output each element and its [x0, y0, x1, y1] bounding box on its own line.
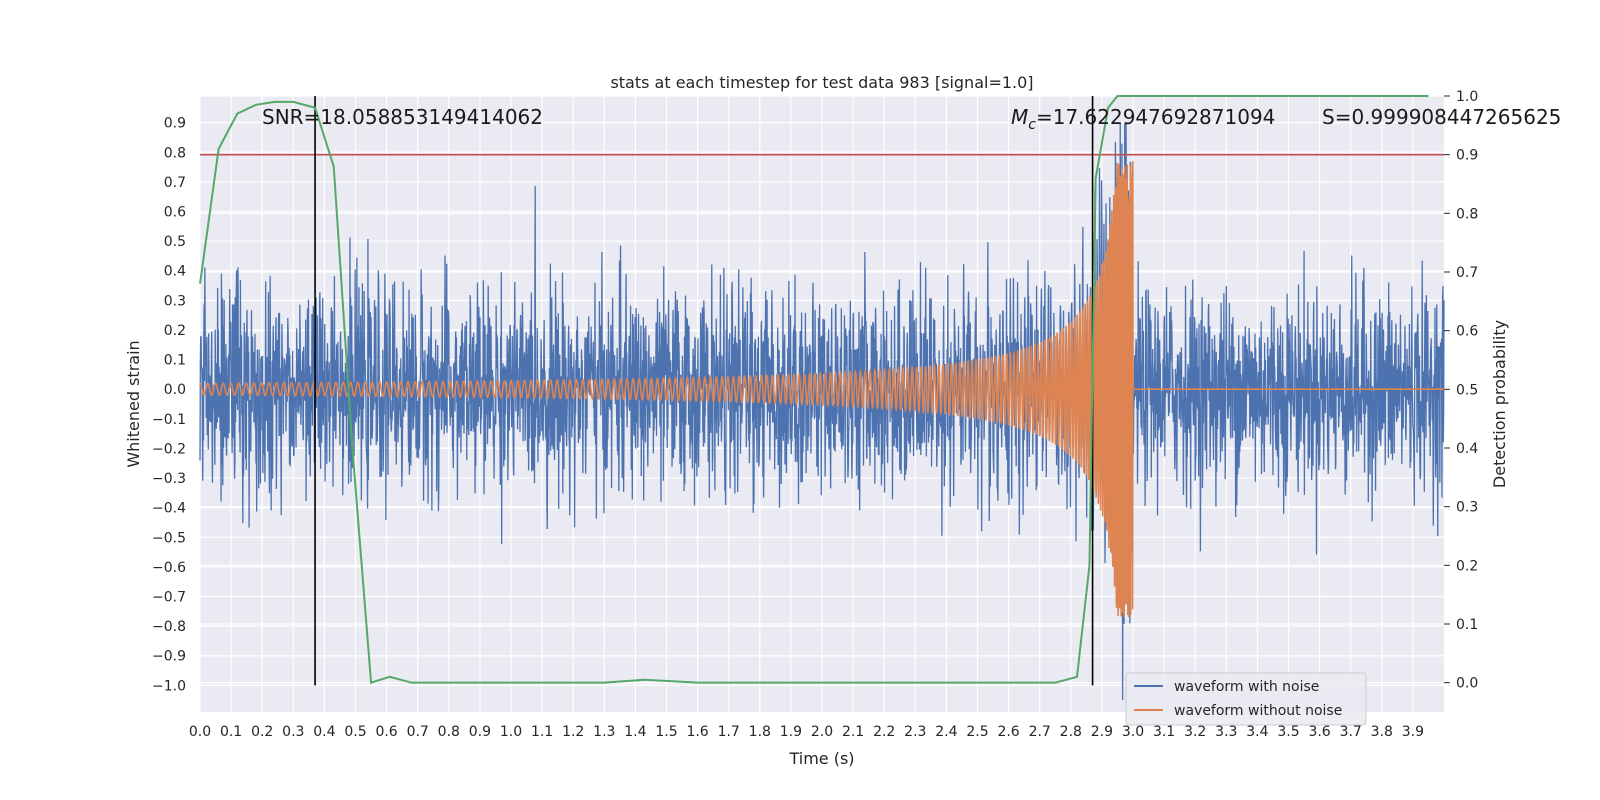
y-left-tick-label: −0.4	[152, 501, 186, 517]
y-left-tick-label: 0.7	[164, 175, 186, 191]
x-tick-label: 3.1	[1153, 724, 1175, 740]
chart-title: stats at each timestep for test data 983…	[610, 73, 1033, 92]
x-tick-label: 3.0	[1122, 724, 1144, 740]
x-tick-label: 1.0	[500, 724, 522, 740]
x-axis-ticks: 0.0 0.1 0.2 0.3 0.4 0.5 0.6 0.7 0.8 0.9 1.0 1.1 1.2 1…	[189, 724, 1424, 740]
series-waveform-without-noise	[199, 161, 1444, 618]
x-tick-label: 0.6	[375, 724, 397, 740]
y-right-tick-label: 0.5	[1456, 382, 1478, 398]
x-tick-label: 0.2	[251, 724, 273, 740]
y-left-tick-label: −0.9	[152, 649, 186, 665]
chirp-mass-value: =17.622947692871094	[1036, 105, 1275, 129]
y-axis-left-label: Whitened strain	[124, 340, 143, 467]
y-left-tick-label: −0.5	[152, 530, 186, 546]
x-tick-label: 0.8	[438, 724, 460, 740]
x-tick-label: 0.5	[344, 724, 366, 740]
x-tick-label: 3.8	[1371, 724, 1393, 740]
y-right-tick-label: 0.6	[1456, 324, 1478, 340]
y-left-tick-label: 0.3	[164, 293, 186, 309]
y-left-tick-label: −0.3	[152, 471, 186, 487]
y-axis-right-label: Detection probability	[1490, 320, 1509, 488]
y-right-tick-label: 0.1	[1456, 617, 1478, 633]
y-left-tick-label: 0.4	[164, 264, 186, 280]
x-tick-label: 0.4	[313, 724, 335, 740]
x-tick-label: 3.3	[1215, 724, 1237, 740]
y-axis-right-ticks: 1.0 0.9 0.8 0.7 0.6 0.5 0.4 0.3 0.2 0.1 0.0	[1444, 89, 1478, 692]
y-left-tick-label: −0.2	[152, 441, 186, 457]
x-tick-label: 0.9	[469, 724, 491, 740]
y-left-tick-label: 0.0	[164, 382, 186, 398]
series-detection-probability	[199, 95, 1429, 685]
x-tick-label: 1.2	[562, 724, 584, 740]
chirp-mass-subscript: c	[1028, 117, 1036, 133]
x-tick-label: 3.7	[1340, 724, 1362, 740]
y-right-tick-label: 1.0	[1456, 89, 1478, 105]
x-tick-label: 3.9	[1402, 724, 1424, 740]
x-tick-label: 1.8	[749, 724, 771, 740]
x-tick-label: 2.1	[842, 724, 864, 740]
legend-label-clean: waveform without noise	[1174, 703, 1342, 719]
x-tick-label: 1.5	[655, 724, 677, 740]
y-right-tick-label: 0.9	[1456, 148, 1478, 164]
y-right-tick-label: 0.2	[1456, 558, 1478, 574]
x-tick-label: 0.3	[282, 724, 304, 740]
x-tick-label: 1.1	[531, 724, 553, 740]
x-tick-label: 2.6	[997, 724, 1019, 740]
x-tick-label: 1.6	[686, 724, 708, 740]
x-tick-label: 0.1	[220, 724, 242, 740]
snr-annotation: SNR=18.058853149414062	[262, 105, 543, 129]
x-tick-label: 1.3	[593, 724, 615, 740]
x-tick-label: 0.0	[189, 724, 211, 740]
y-left-tick-label: 0.6	[164, 205, 186, 221]
y-axis-left-ticks: 0.9 0.8 0.7 0.6 0.5 0.4 0.3 0.2 0.1 0.0 −0.1 −0.2 −0…	[152, 116, 186, 695]
x-tick-label: 3.4	[1246, 724, 1268, 740]
chirp-mass-symbol: M	[1011, 105, 1028, 129]
y-right-tick-label: 0.4	[1456, 441, 1478, 457]
x-tick-label: 2.4	[935, 724, 957, 740]
x-tick-label: 0.7	[407, 724, 429, 740]
legend: waveform with noise waveform without noi…	[1125, 672, 1367, 726]
y-left-tick-label: 0.2	[164, 323, 186, 339]
y-left-tick-label: −0.7	[152, 590, 186, 606]
y-left-tick-label: 0.8	[164, 145, 186, 161]
x-tick-label: 2.5	[966, 724, 988, 740]
x-tick-label: 2.3	[904, 724, 926, 740]
y-right-tick-label: 0.0	[1456, 676, 1478, 692]
x-tick-label: 3.6	[1308, 724, 1330, 740]
x-tick-label: 2.8	[1060, 724, 1082, 740]
probability-line	[199, 95, 1429, 685]
x-tick-label: 1.9	[780, 724, 802, 740]
chirp-mass-annotation: Mc=17.622947692871094	[1011, 105, 1275, 133]
score-annotation: S=0.999908447265625	[1322, 105, 1561, 129]
x-axis-label: Time (s)	[788, 749, 854, 768]
y-left-tick-label: 0.5	[164, 234, 186, 250]
y-left-tick-label: 0.9	[164, 116, 186, 132]
y-left-tick-label: −0.1	[152, 412, 186, 428]
y-left-tick-label: −1.0	[152, 678, 186, 694]
y-left-tick-label: 0.1	[164, 353, 186, 369]
y-right-tick-label: 0.7	[1456, 265, 1478, 281]
y-right-tick-label: 0.8	[1456, 206, 1478, 222]
x-tick-label: 2.0	[811, 724, 833, 740]
y-left-tick-label: −0.8	[152, 619, 186, 635]
x-tick-label: 1.4	[624, 724, 646, 740]
x-tick-label: 3.2	[1184, 724, 1206, 740]
x-tick-label: 2.7	[1029, 724, 1051, 740]
x-tick-label: 2.2	[873, 724, 895, 740]
clean-waveform-line	[199, 161, 1444, 618]
x-tick-label: 3.5	[1277, 724, 1299, 740]
y-right-tick-label: 0.3	[1456, 500, 1478, 516]
x-tick-label: 2.9	[1091, 724, 1113, 740]
y-left-tick-label: −0.6	[152, 560, 186, 576]
legend-box	[1125, 672, 1367, 726]
legend-label-noise: waveform with noise	[1174, 679, 1319, 695]
x-tick-label: 1.7	[718, 724, 740, 740]
